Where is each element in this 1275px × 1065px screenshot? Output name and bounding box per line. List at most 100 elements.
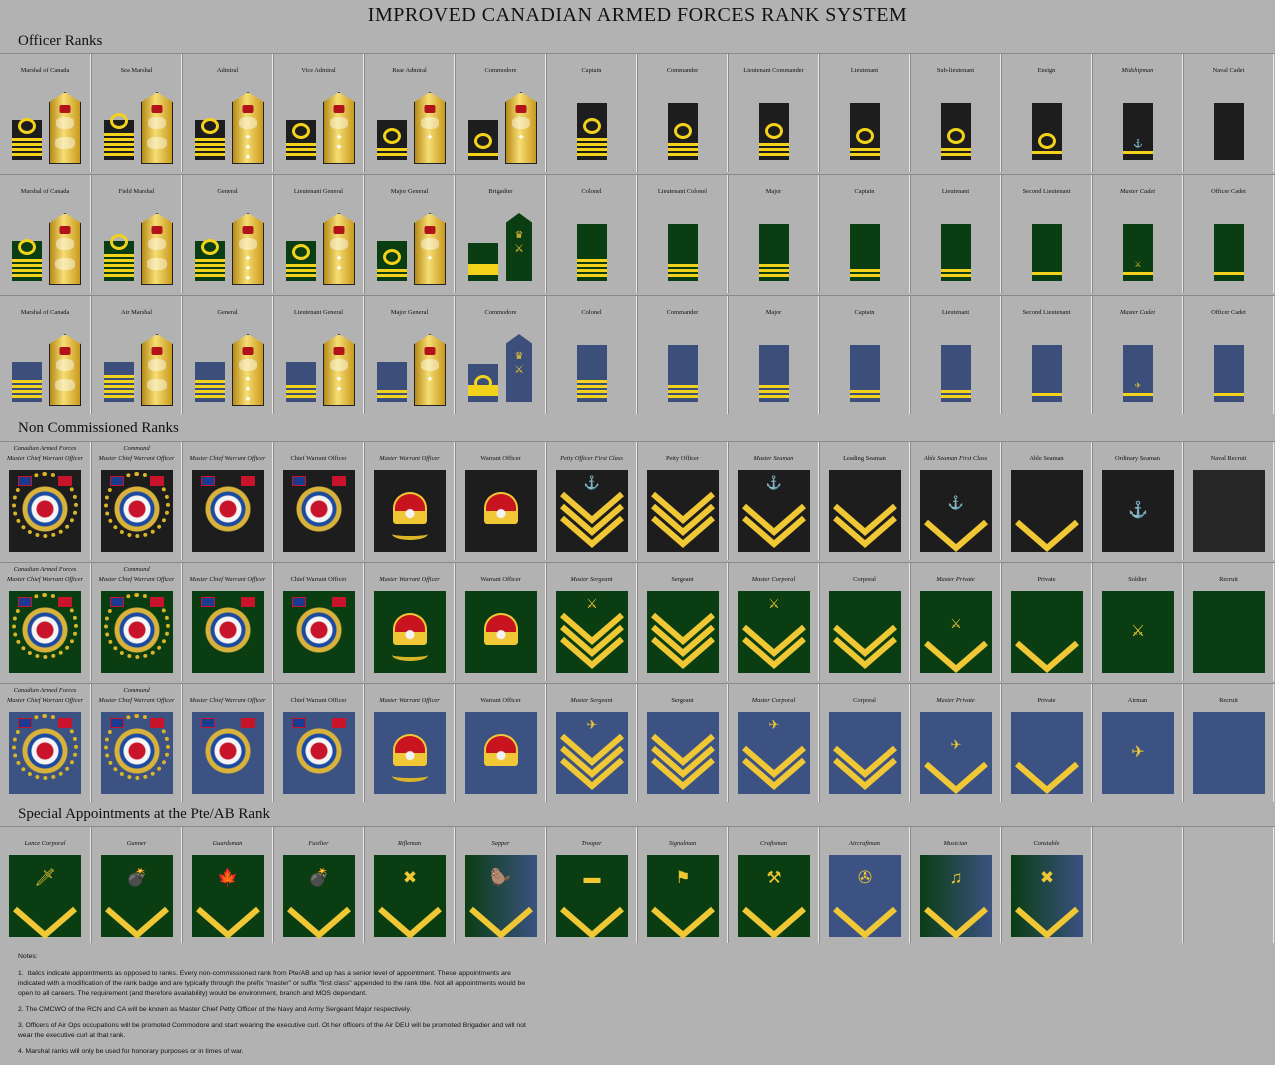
shoulder-board [104,234,134,281]
officer-row-navy: Marshal of Canada Sea Marshal Admiral ✦ ✦ ✦ Vi… [0,53,1275,172]
appointment-emblem-icon: 💣 [126,868,148,887]
rank-stripe [759,269,789,272]
chevron [560,636,624,669]
rank-cell: Sergeant [637,563,728,681]
general-officer-board: ✦ [505,92,537,164]
marshal-baton-icon [147,137,167,149]
rank-label-line: Airman [1127,697,1148,704]
rank-label-line: Master Warrant Officer [379,455,440,462]
rank-cell: Leading Seaman [819,442,910,560]
rank-label: General [183,187,272,197]
rank-badge: ⚓ [738,470,810,552]
shoulder-board [468,364,498,402]
rank-label: Corporal [820,575,909,585]
coat-of-arms-icon [199,718,257,778]
rank-label: Lance Corporal [0,839,90,849]
chevron [560,612,624,645]
rank-stripe [286,269,316,272]
rank-label-line: Warrant Officer [480,576,521,583]
rank-label-line: Major [765,309,782,316]
appointment-badge: ⚑ [647,855,719,939]
rank-cell: Commodore ✦ [455,54,546,172]
crown-icon [333,226,345,234]
appointment-cell: Craftsman ⚒ [728,827,819,943]
crossed-swords-icon: ⚔ [514,364,524,376]
cadet-emblem-icon: ✈ [1134,381,1142,390]
rank-stripe [850,390,880,393]
crown-icon [515,105,527,113]
rank-label: Master Private [911,696,1000,706]
shoulder-board [377,362,407,402]
rank-label-line-2: Master Chief Warrant Officer [7,455,83,462]
chevron [560,733,624,766]
appointment-cell [1092,827,1183,943]
rank-badge: ⚓ [1102,470,1174,552]
rank-stripe [195,259,225,262]
rank-cell: Vice Admiral ✦ ✦ [273,54,364,172]
chevron-stripes [924,640,988,673]
note-1-number: 1. [18,970,24,977]
nco-row-air: Canadian Armed Forces Master Chief Warran… [0,683,1275,802]
chevron [742,624,806,657]
rank-badge [374,712,446,794]
crossed-swords-icon [239,117,257,129]
notes-block: Notes: 1. Italics indicate appointments … [18,952,538,1063]
note-4: 4. Marshal ranks will only be used for h… [18,1048,244,1055]
rank-label-line: Master Private [936,697,975,704]
rank-label: Canadian Armed Forces Master Chief Warran… [0,565,90,585]
rank-cell: Lieutenant General ✦ ✦ [273,296,364,414]
rank-label-line: Musician [943,840,968,847]
rank-label-line: Admiral [216,67,239,74]
rank-label: Command Master Chief Warrant Officer [92,444,181,464]
rank-stripe [286,264,316,267]
laurel-wreath-icon [12,472,78,538]
rank-cell: Marshal of Canada [0,175,91,293]
appointment-badge: ✖ [374,855,446,939]
rank-label: Commander [638,66,727,76]
rank-label-line-2: Master Chief Warrant Officer [7,576,83,583]
chevron [924,761,988,794]
rank-label-line: Canadian Armed Forces [13,566,77,573]
rank-label: Rifleman [365,839,454,849]
rank-cell: Brigadier ♛ ⚔ [455,175,546,293]
chevron-stripes [560,612,624,669]
rank-label-line: Master Sergeant [570,576,613,583]
rank-cell: Command Master Chief Warrant Officer [91,684,182,802]
appointment-cell: Gunner 💣 [91,827,182,943]
rank-cell: Lieutenant [910,175,1001,293]
rank-label: Marshal of Canada [0,187,90,197]
rank-badge [1011,470,1083,552]
laurel-wreath-icon [104,593,170,659]
rank-stripe [12,390,42,393]
shoulder-board [1032,345,1062,402]
rank-stripe [577,380,607,383]
rank-cell: Second Lieutenant [1001,296,1092,414]
general-officer-board [141,92,173,164]
crown-icon [393,492,427,524]
rank-label-line: Aircraftman [848,840,880,847]
rank-label: Leading Seaman [820,454,909,464]
chevron-stripes [742,624,806,669]
coat-of-arms-icon [108,718,166,778]
chevron [651,757,715,790]
rank-label: Corporal [820,696,909,706]
rank-label-line: Field Marshal [118,188,155,195]
executive-curl-icon [292,123,310,139]
shoulder-board [668,345,698,402]
rank-label: Master Corporal [729,696,818,706]
canada-flag-icon [332,476,346,486]
rank-stripe [286,390,316,393]
crown-icon [484,734,518,766]
appointment-emblem-icon: ✈ [950,737,962,752]
chevron [833,515,897,548]
page-title: IMPROVED CANADIAN ARMED FORCES RANK SYST… [367,4,908,26]
chevron [196,906,260,939]
chevron-stripes [13,906,77,939]
rank-label-line: Guardsman [212,840,243,847]
coat-of-arms-icon [290,718,348,778]
rank-label: Ordinary Seaman [1093,454,1182,464]
rank-cell: Canadian Armed Forces Master Chief Warran… [0,684,91,802]
rank-stripe [1123,151,1153,154]
general-officer-board: ✦ ✦ [323,92,355,164]
maple-leaf-icon: ✦ [244,253,252,263]
